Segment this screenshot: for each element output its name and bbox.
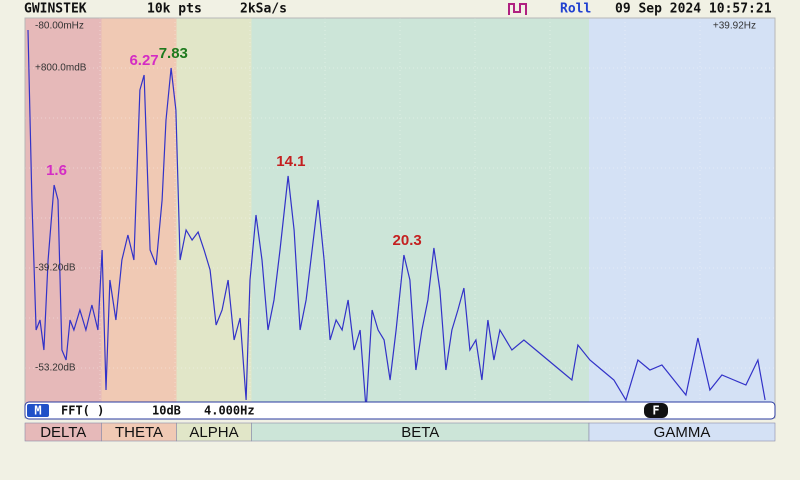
status-bar (24, 401, 776, 420)
datetime: 09 Sep 2024 10:57:21 (615, 2, 772, 17)
trigger-icon (508, 3, 527, 15)
vertical-scale: 10dB (152, 404, 181, 418)
m-badge-text: M (34, 404, 41, 418)
x-start: -80.00mHz (35, 21, 84, 32)
fft-source: FFT( ) (61, 404, 104, 418)
m-badge (27, 404, 49, 417)
horizontal-scale: 4.000Hz (204, 404, 255, 418)
peak-label: 7.83 (159, 45, 188, 62)
band-bar: DELTA THETA ALPHA BETA GAMMA (24, 422, 776, 442)
band-region (176, 18, 252, 418)
x-end: +39.92Hz (713, 21, 756, 32)
fft-trace (27, 29, 766, 411)
band-label: BETA (401, 424, 439, 441)
band-region (589, 18, 775, 418)
mode: Roll (560, 2, 591, 17)
f-badge-text: F (652, 404, 659, 418)
band-label: ALPHA (189, 424, 238, 441)
points: 10k pts (147, 2, 202, 17)
brand: GWINSTEK (24, 2, 87, 17)
band-region (251, 18, 589, 418)
band-region (25, 18, 102, 418)
band-label: GAMMA (654, 424, 711, 441)
y-label: -39.20dB (35, 263, 76, 274)
band-cell (588, 422, 776, 442)
peak-label: 1.6 (46, 162, 67, 179)
peak-label: 20.3 (393, 232, 422, 249)
peak-label: 6.27 (129, 52, 158, 69)
band-region (101, 18, 177, 418)
y-label: -53.20dB (35, 363, 76, 374)
top-bar (0, 0, 800, 18)
plot (25, 18, 775, 418)
peak-label: 14.1 (276, 153, 305, 170)
f-badge (644, 403, 668, 418)
sample-rate: 2kSa/s (240, 2, 287, 17)
y-label: +800.0mdB (35, 63, 87, 74)
band-label: DELTA (40, 424, 86, 441)
band-label: THETA (115, 424, 163, 441)
